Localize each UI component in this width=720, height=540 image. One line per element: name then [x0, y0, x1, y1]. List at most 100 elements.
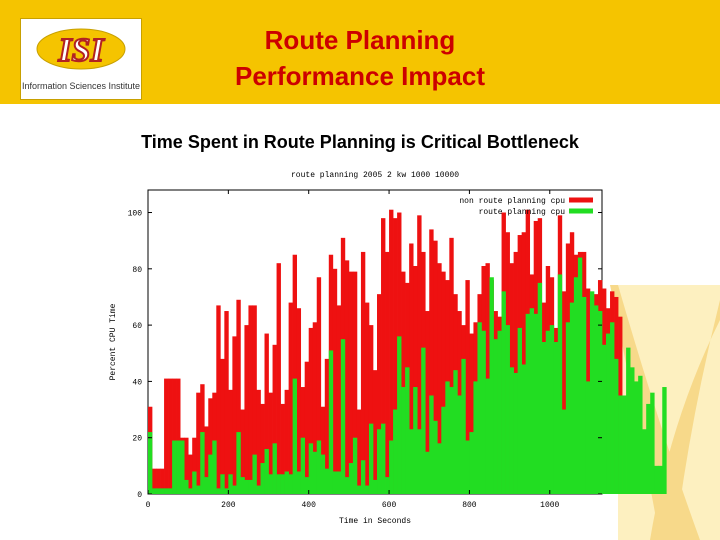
bar-series-1 — [312, 322, 318, 494]
bar-series-1 — [417, 215, 422, 495]
bar-series-2 — [152, 488, 157, 494]
logo-name-text: Information Sciences Institute — [22, 81, 140, 91]
bar-series-1 — [268, 392, 273, 494]
bar-series-2 — [160, 488, 165, 494]
bar-series-1 — [252, 305, 257, 494]
bar-series-2 — [614, 358, 619, 494]
bar-series-2 — [272, 443, 277, 494]
bar-series-2 — [156, 488, 161, 494]
bar-series-2 — [509, 367, 514, 494]
bar-series-1 — [409, 243, 414, 494]
bar-series-2 — [421, 347, 426, 494]
bar-series-1 — [441, 271, 446, 494]
chart-title: route planning 2005 2 kw 1000 10000 — [291, 171, 459, 180]
bar-series-2 — [602, 344, 607, 494]
bar-series-1 — [336, 305, 342, 494]
bar-series-2 — [634, 381, 639, 494]
bar-series-2 — [288, 474, 293, 494]
bar-series-2 — [252, 454, 257, 494]
bar-series-1 — [152, 468, 157, 494]
x-tick-label: 200 — [221, 501, 236, 510]
bar-series-2 — [196, 485, 201, 494]
bar-series-1 — [244, 325, 249, 494]
bar-series-2 — [626, 347, 631, 494]
bar-series-1 — [364, 302, 370, 494]
bar-series-2 — [561, 409, 567, 494]
bar-series-1 — [216, 305, 221, 494]
bar-series-2 — [638, 375, 643, 494]
bar-series-2 — [525, 313, 531, 494]
bar-series-2 — [332, 471, 338, 494]
bar-series-2 — [413, 387, 418, 494]
bar-series-2 — [256, 485, 261, 494]
bar-series-2 — [662, 387, 667, 494]
bar-series-2 — [316, 440, 322, 494]
title-line-2: Performance Impact — [235, 61, 485, 91]
bar-series-2 — [348, 463, 354, 494]
bar-series-2 — [188, 488, 193, 494]
bar-series-1 — [272, 344, 277, 494]
title-line-1: Route Planning — [264, 25, 456, 55]
bar-series-1 — [360, 251, 366, 494]
bar-series-2 — [397, 336, 402, 494]
bar-series-2 — [232, 485, 237, 494]
bar-series-2 — [429, 395, 434, 494]
bar-series-1 — [377, 294, 382, 494]
bar-series-2 — [208, 454, 213, 494]
bar-series-1 — [228, 389, 233, 494]
bar-series-1 — [320, 406, 326, 494]
y-axis-label: Percent CPU Time — [109, 303, 118, 380]
bar-series-2 — [646, 403, 651, 494]
bar-series-1 — [425, 311, 430, 494]
bar-series-2 — [352, 437, 358, 494]
bar-series-1 — [280, 403, 285, 494]
bar-series-2 — [650, 392, 655, 494]
bar-series-1 — [344, 260, 350, 494]
bar-series-1 — [324, 358, 330, 494]
x-tick-label: 600 — [382, 501, 397, 510]
bar-series-2 — [469, 432, 474, 494]
bar-series-2 — [449, 387, 454, 494]
bar-series-1 — [372, 370, 378, 494]
bar-series-2 — [493, 339, 498, 494]
bar-series-2 — [300, 437, 306, 494]
bar-series-1 — [368, 325, 374, 494]
bar-series-2 — [461, 358, 466, 494]
logo-swoosh — [36, 28, 126, 70]
bar-series-1 — [469, 333, 474, 494]
bar-series-2 — [200, 432, 205, 494]
bar-series-2 — [489, 277, 494, 494]
bar-series-1 — [276, 263, 281, 494]
bar-series-2 — [658, 465, 663, 494]
bar-series-2 — [216, 488, 221, 494]
logo-mark-text: ISI — [57, 32, 105, 69]
bar-series-1 — [260, 403, 265, 494]
bar-series-2 — [296, 471, 302, 494]
y-tick-label: 0 — [137, 491, 142, 500]
bar-series-2 — [537, 282, 543, 494]
bar-series-2 — [441, 406, 446, 494]
x-tick-label: 1000 — [540, 501, 559, 510]
bar-series-2 — [356, 485, 362, 494]
bar-series-2 — [377, 429, 382, 494]
bar-series-2 — [654, 465, 659, 494]
bar-series-1 — [176, 378, 181, 494]
bar-series-2 — [517, 327, 522, 494]
bar-series-2 — [220, 474, 225, 494]
bar-series-2 — [606, 333, 611, 494]
bar-series-1 — [264, 333, 269, 494]
bar-series-1 — [208, 398, 213, 494]
bar-series-1 — [168, 378, 173, 494]
bar-series-2 — [577, 257, 583, 494]
bar-series-1 — [332, 268, 338, 494]
bar-series-1 — [184, 437, 189, 494]
bar-series-2 — [545, 330, 551, 494]
bar-series-2 — [164, 488, 169, 494]
y-tick-label: 20 — [132, 435, 142, 444]
bar-series-2 — [180, 440, 185, 494]
bar-series-2 — [212, 440, 217, 494]
bar-series-1 — [220, 358, 225, 494]
bar-series-2 — [425, 451, 430, 494]
bar-series-2 — [264, 448, 269, 494]
bar-series-2 — [236, 432, 241, 494]
